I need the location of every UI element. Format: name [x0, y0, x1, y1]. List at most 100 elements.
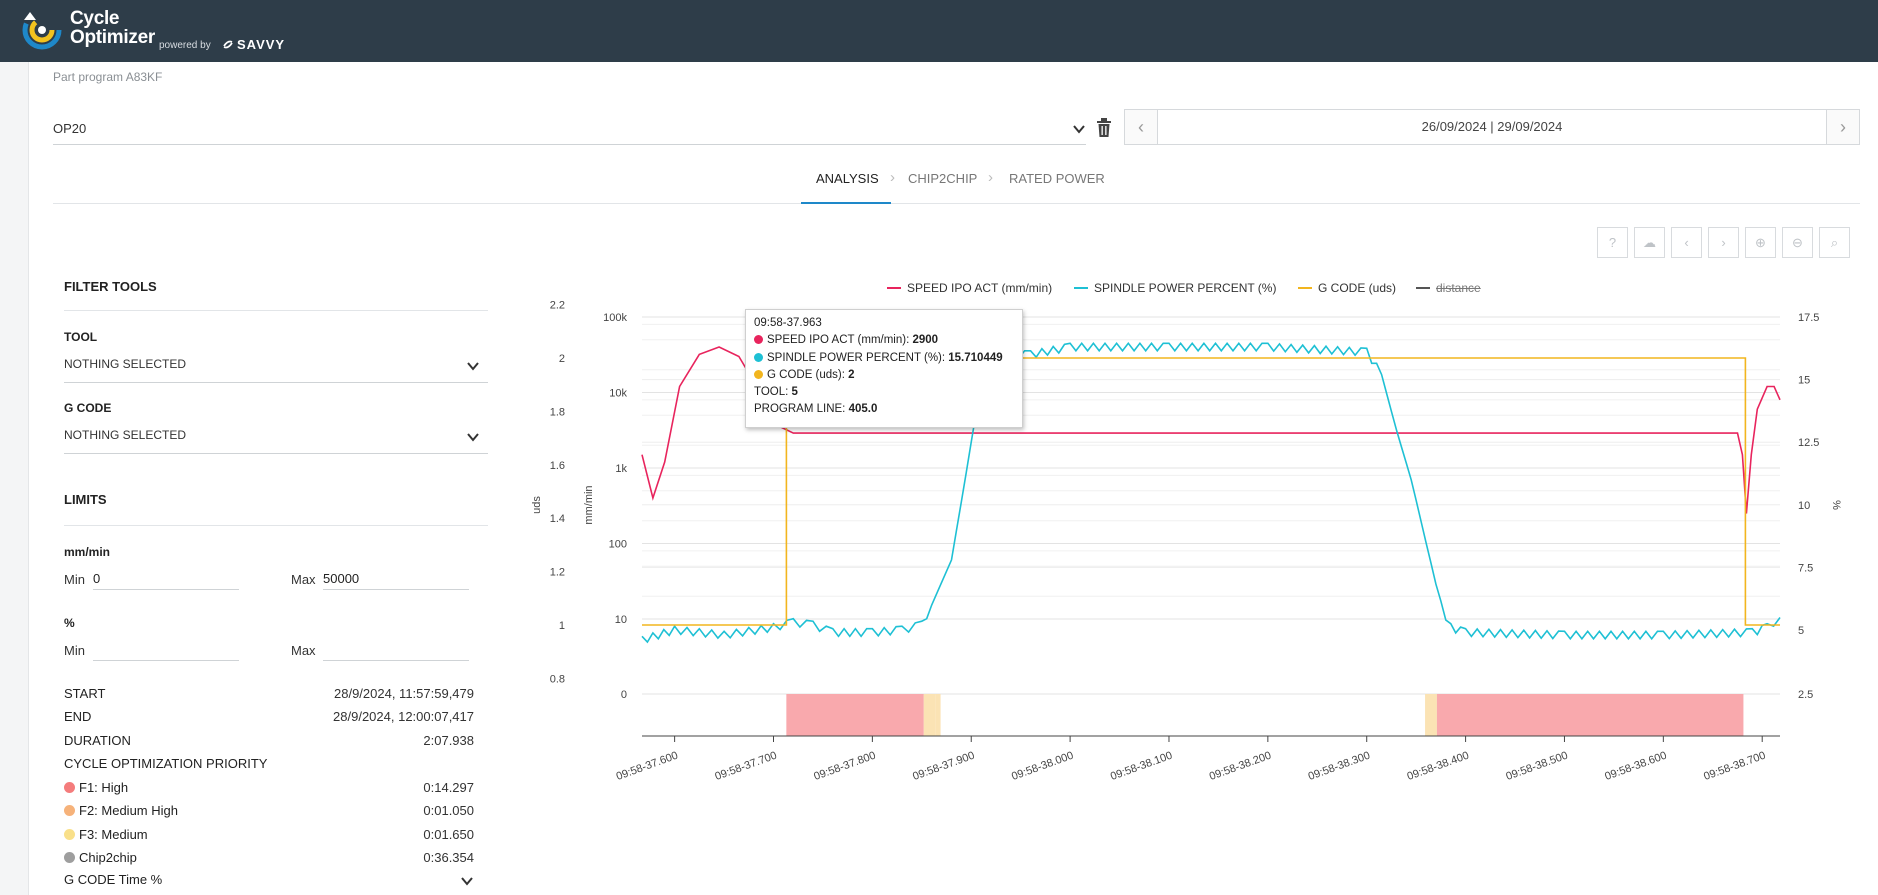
- date-range-value[interactable]: 26/09/2024 | 29/09/2024: [1421, 119, 1563, 134]
- tooltip-line-label: PROGRAM LINE:: [754, 403, 849, 416]
- legend-spindle[interactable]: SPINDLE POWER PERCENT (%): [1074, 281, 1276, 295]
- percent-axis-label: %: [1830, 500, 1842, 510]
- end-row: END 28/9/2024, 12:00:07,417: [64, 709, 474, 727]
- chevron-down-icon: [1073, 125, 1085, 134]
- tool-filter-value: NOTHING SELECTED: [64, 357, 187, 371]
- cloud-download-icon[interactable]: ☁: [1634, 227, 1665, 258]
- x-tick-label: 09:58-37.800: [812, 750, 877, 780]
- legend-gcode[interactable]: G CODE (uds): [1298, 281, 1396, 295]
- uds-tick-label: 1.8: [550, 406, 565, 418]
- f2-value: 0:01.050: [423, 803, 474, 818]
- priority-chip2chip-row: Chip2chip 0:36.354: [64, 850, 474, 868]
- mm-min-tick-label: 100: [609, 539, 627, 551]
- tab-chip2chip[interactable]: CHIP2CHIP: [908, 171, 978, 186]
- legend-gcode-label: G CODE (uds): [1318, 281, 1397, 295]
- mm-min-tick-label: 0: [621, 689, 627, 701]
- legend-speed-label: SPEED IPO ACT (mm/min): [907, 281, 1053, 295]
- zoom-out-icon[interactable]: ⊖: [1782, 227, 1813, 258]
- uds-tick-label: 1.6: [550, 460, 565, 472]
- percent-max-input[interactable]: [323, 639, 469, 661]
- tooltip-tool-label: TOOL:: [754, 386, 792, 399]
- active-tab-indicator: [801, 202, 891, 204]
- uds-axis-label: uds: [531, 496, 543, 514]
- percent-tick-label: 12.5: [1798, 437, 1819, 449]
- end-label: END: [64, 709, 92, 724]
- date-prev-button[interactable]: ‹: [1125, 110, 1158, 144]
- gcode-filter-select[interactable]: NOTHING SELECTED: [64, 428, 488, 454]
- legend-gcode-swatch: [1298, 287, 1312, 289]
- tooltip-time: 09:58-37.963: [754, 317, 822, 329]
- percent-tick-label: 5: [1798, 625, 1804, 637]
- uds-tick-label: 2.2: [550, 300, 565, 312]
- tooltip-spindle-dot-icon: [754, 352, 763, 362]
- legend-distance[interactable]: distance: [1416, 281, 1481, 295]
- tooltip-line-row: PROGRAM LINE: 405.0: [754, 403, 1014, 420]
- speed-min-input[interactable]: [93, 568, 239, 590]
- analysis-chart[interactable]: 09:58-37.600 09:58-37.700 09:58-37.800 09:5…: [520, 300, 1860, 780]
- chevron-left-icon[interactable]: ‹: [1671, 227, 1702, 258]
- trash-icon[interactable]: [1094, 116, 1114, 138]
- zoom-in-icon[interactable]: ⊕: [1745, 227, 1776, 258]
- duration-row: DURATION 2:07.938: [64, 733, 474, 751]
- x-tick-label: 09:58-38.100: [1109, 750, 1174, 780]
- series-line-g: [642, 357, 1780, 626]
- gcode-filter-label: G CODE: [64, 401, 112, 415]
- app-title: Cycle Optimizer: [70, 9, 155, 47]
- x-tick-label: 09:58-38.500: [1504, 750, 1569, 780]
- date-next-button[interactable]: ›: [1826, 110, 1859, 144]
- uds-tick-label: 2: [559, 353, 565, 365]
- tool-filter-select[interactable]: NOTHING SELECTED: [64, 357, 488, 383]
- start-row: START 28/9/2024, 11:57:59,479: [64, 686, 474, 704]
- gcode-filter-value: NOTHING SELECTED: [64, 428, 187, 442]
- mm-min-tick-label: 10k: [609, 388, 627, 400]
- tab-separator-icon: ›: [988, 169, 993, 186]
- operation-select[interactable]: OP20: [53, 113, 1086, 145]
- mm-min-tick-label: 100k: [603, 312, 627, 324]
- percent-min-input[interactable]: [93, 639, 239, 661]
- filter-tools-title: FILTER TOOLS: [64, 279, 157, 294]
- search-icon[interactable]: ⌕: [1819, 227, 1850, 258]
- tooltip-tool-row: TOOL: 5: [754, 386, 1014, 403]
- tooltip-tool-value: 5: [791, 386, 798, 399]
- legend-spindle-swatch: [1074, 287, 1088, 289]
- priority-band-high: [786, 694, 924, 736]
- powered-by-label: powered by: [159, 40, 211, 51]
- chip2chip-value: 0:36.354: [423, 850, 474, 865]
- tooltip-gcode-value: 2: [848, 368, 855, 381]
- x-tick-label: 09:58-37.600: [615, 750, 680, 780]
- priority-band-medium: [1425, 694, 1437, 736]
- tooltip-speed-dot-icon: [754, 335, 763, 345]
- legend-speed[interactable]: SPEED IPO ACT (mm/min): [887, 281, 1052, 295]
- priority-f3-row: F3: Medium 0:01.650: [64, 827, 474, 845]
- uds-tick-label: 0.8: [550, 673, 565, 685]
- chevron-right-icon[interactable]: ›: [1708, 227, 1739, 258]
- speed-max-label: Max: [291, 572, 316, 587]
- priority-f2-row: F2: Medium High 0:01.050: [64, 803, 474, 821]
- tooltip-speed-value: 2900: [912, 334, 939, 347]
- speed-max-input[interactable]: [323, 568, 469, 590]
- chip2chip-label: Chip2chip: [79, 850, 137, 865]
- date-range-picker: ‹ 26/09/2024 | 29/09/2024 ›: [1124, 109, 1860, 145]
- divider: [64, 310, 488, 311]
- chevron-down-icon: [467, 362, 479, 371]
- cycle-optimizer-logo-icon[interactable]: [20, 6, 64, 50]
- tab-analysis[interactable]: ANALYSIS: [816, 171, 879, 186]
- mm-min-axis-label: mm/min: [583, 485, 595, 524]
- tab-rated-power[interactable]: RATED POWER: [1009, 171, 1105, 186]
- f1-dot-icon: [64, 782, 75, 793]
- legend-speed-swatch: [887, 287, 901, 289]
- chip2chip-dot-icon: [64, 852, 75, 863]
- app-title-line2: Optimizer: [70, 27, 155, 48]
- percent-limit-unit: %: [64, 616, 75, 630]
- gcode-time-row[interactable]: G CODE Time %: [64, 872, 474, 890]
- breadcrumb: Part program A83KF: [53, 70, 163, 84]
- tooltip-spindle-label: SPINDLE POWER PERCENT (%):: [767, 351, 949, 364]
- priority-band-medium: [935, 694, 941, 736]
- tool-filter-label: TOOL: [64, 330, 98, 344]
- f3-value: 0:01.650: [423, 827, 474, 842]
- priority-band-high: [1436, 694, 1744, 736]
- x-tick-label: 09:58-38.600: [1603, 750, 1668, 780]
- divider: [64, 525, 488, 526]
- x-tick-label: 09:58-37.900: [911, 750, 976, 780]
- help-icon[interactable]: ?: [1597, 227, 1628, 258]
